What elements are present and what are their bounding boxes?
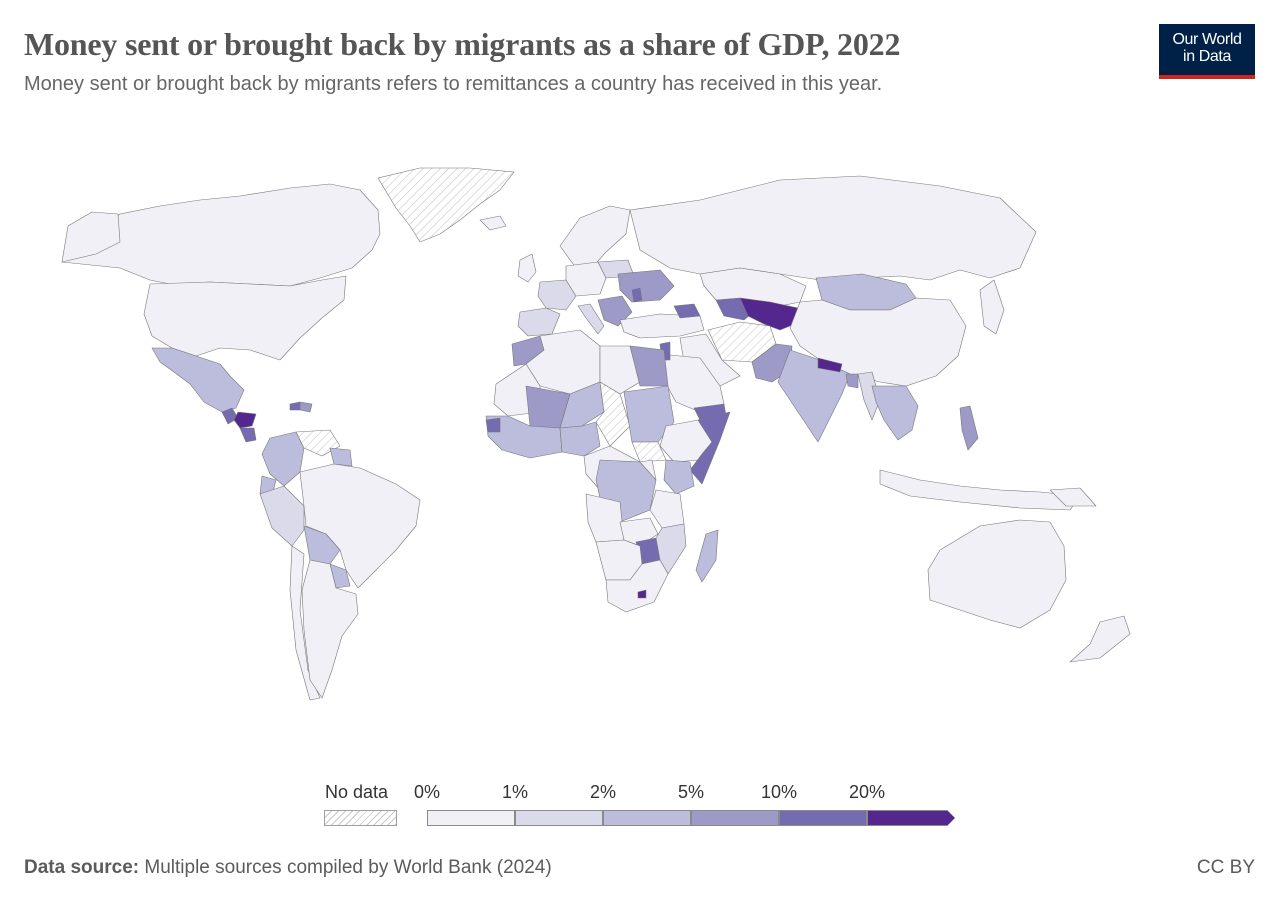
country-south-africa[interactable]	[605, 559, 669, 613]
legend-tick-2: 2%	[589, 782, 617, 802]
legend-bin-4[interactable]	[779, 810, 867, 826]
country-guyana[interactable]	[329, 447, 353, 467]
legend-open-end-arrow	[947, 810, 955, 826]
country-senegal-gambia[interactable]	[485, 417, 501, 433]
legend-no-data-swatch	[324, 810, 397, 826]
country-peru[interactable]	[259, 485, 305, 547]
legend-tick-1: 1%	[501, 782, 529, 802]
legend-tick-5: 20%	[848, 782, 886, 802]
license[interactable]: CC BY	[1196, 857, 1255, 878]
country-turkey[interactable]	[619, 313, 705, 339]
legend-no-data-label: No data	[325, 782, 389, 802]
country-australia[interactable]	[927, 519, 1067, 629]
country-japan[interactable]	[979, 279, 1005, 335]
logo-line-2: in Data	[1183, 48, 1231, 65]
owid-logo[interactable]: Our World in Data	[1159, 24, 1255, 79]
country-kenya[interactable]	[663, 459, 695, 495]
country-brazil[interactable]	[299, 463, 421, 589]
country-bangladesh[interactable]	[845, 373, 859, 389]
country-nepal[interactable]	[817, 357, 843, 373]
country-somalia[interactable]	[689, 411, 731, 485]
country-libya[interactable]	[599, 345, 641, 395]
country-new-zealand[interactable]	[1069, 615, 1131, 663]
legend-tick-0: 0%	[413, 782, 441, 802]
country-argentina[interactable]	[301, 559, 359, 699]
country-nicaragua[interactable]	[239, 427, 257, 443]
country-myanmar[interactable]	[857, 371, 881, 421]
legend-tick-3: 5%	[677, 782, 705, 802]
country-usa[interactable]	[143, 275, 347, 361]
chart-title: Money sent or brought back by migrants a…	[24, 26, 901, 62]
country-haiti[interactable]	[289, 401, 301, 411]
country-se-asia[interactable]	[871, 385, 919, 441]
legend-bin-5[interactable]	[867, 810, 947, 826]
country-kyrgyz-tajik[interactable]	[739, 297, 801, 331]
country-moldova[interactable]	[631, 287, 643, 303]
country-png[interactable]	[1049, 487, 1097, 507]
data-source-text[interactable]: Multiple sources compiled by World Bank …	[144, 857, 552, 878]
country-honduras[interactable]	[233, 411, 257, 429]
country-alaska[interactable]	[61, 211, 121, 263]
legend-bin-1[interactable]	[515, 810, 603, 826]
country-spain[interactable]	[517, 307, 561, 337]
country-uk[interactable]	[517, 253, 537, 283]
logo-line-1: Our World	[1172, 31, 1242, 48]
country-dominican-rep[interactable]	[299, 401, 313, 413]
country-nigeria[interactable]	[559, 421, 601, 457]
data-source-label: Data source:	[24, 857, 140, 878]
country-iceland[interactable]	[479, 215, 507, 231]
legend: No data 0% 1% 2% 5% 10% 20%	[0, 780, 1280, 830]
chart-subtitle: Money sent or brought back by migrants r…	[24, 73, 883, 95]
country-chile[interactable]	[289, 545, 321, 701]
country-georgia-armenia[interactable]	[673, 303, 701, 319]
country-russia[interactable]	[629, 175, 1037, 281]
country-madagascar[interactable]	[695, 529, 719, 583]
country-bolivia[interactable]	[303, 525, 341, 565]
legend-bin-0[interactable]	[427, 810, 515, 826]
country-greenland[interactable]	[377, 167, 515, 243]
country-italy[interactable]	[577, 303, 605, 335]
country-lesotho[interactable]	[637, 589, 647, 599]
data-source: Data source: Multiple sources compiled b…	[24, 857, 552, 879]
country-ukraine[interactable]	[617, 269, 675, 303]
country-niger[interactable]	[559, 381, 605, 429]
legend-bin-3[interactable]	[691, 810, 779, 826]
country-tanzania[interactable]	[649, 489, 685, 529]
legend-tick-4: 10%	[760, 782, 798, 802]
legend-bin-2[interactable]	[603, 810, 691, 826]
world-map[interactable]	[0, 150, 1280, 710]
country-philippines[interactable]	[959, 405, 979, 451]
country-mexico[interactable]	[151, 347, 245, 413]
